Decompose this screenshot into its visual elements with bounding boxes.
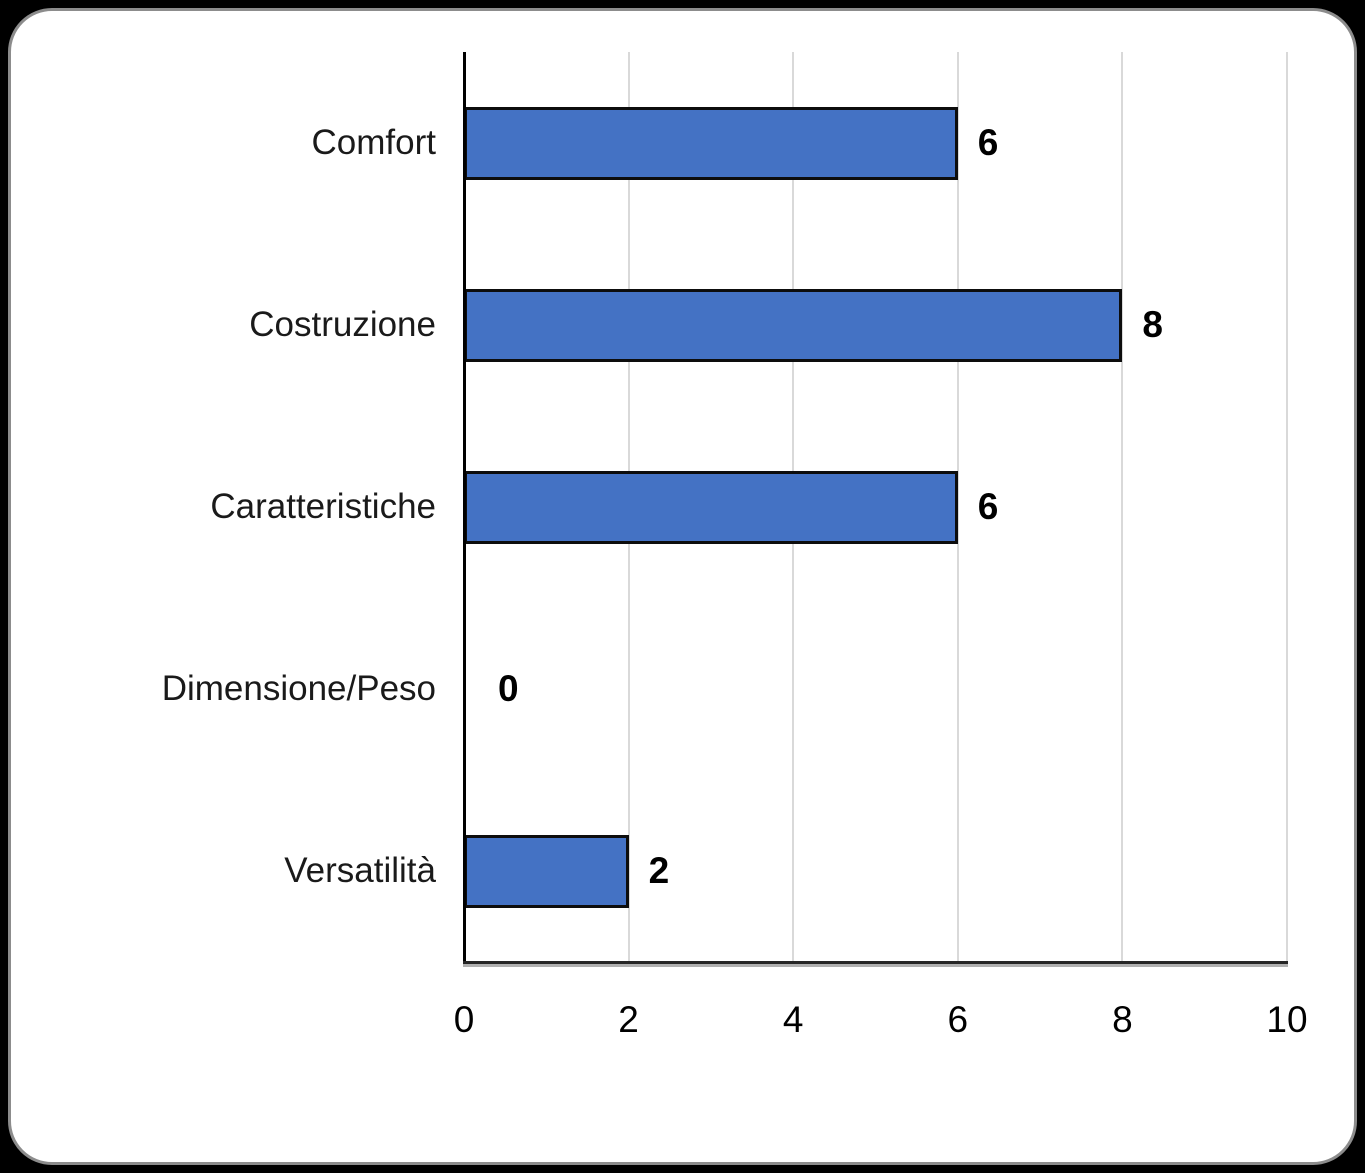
y-axis-line bbox=[463, 52, 466, 962]
x-tick-label-2: 2 bbox=[618, 999, 639, 1040]
gridline-x-6 bbox=[956, 52, 959, 962]
category-label-caratteristiche: Caratteristiche bbox=[210, 487, 436, 526]
x-tick-label-4: 4 bbox=[782, 999, 804, 1040]
x-tick-label-0: 0 bbox=[453, 999, 475, 1040]
value-label-versatilit-: 2 bbox=[648, 850, 670, 891]
bar-caratteristiche bbox=[464, 470, 958, 544]
x-tick-label-8: 8 bbox=[1112, 999, 1133, 1040]
category-label-comfort: Comfort bbox=[311, 123, 436, 162]
plot-area bbox=[463, 52, 1288, 964]
x-tick-label-6: 6 bbox=[947, 999, 969, 1040]
value-label-dimensione-peso: 0 bbox=[498, 668, 519, 709]
category-label-dimensione-peso: Dimensione/Peso bbox=[161, 669, 436, 708]
chart-card: Comfort Costruzione Caratteristiche Dimensi… bbox=[8, 8, 1357, 1165]
gridline-x-10 bbox=[1286, 52, 1288, 962]
value-label-costruzione: 8 bbox=[1142, 304, 1163, 345]
category-label-versatilit-: Versatilità bbox=[284, 851, 436, 890]
x-axis-line bbox=[463, 961, 1288, 964]
bar-costruzione bbox=[464, 288, 1123, 362]
x-tick-label-10: 10 bbox=[1266, 999, 1308, 1040]
bar-comfort bbox=[464, 106, 958, 180]
gridline-x-8 bbox=[1121, 52, 1124, 962]
value-label-comfort: 6 bbox=[977, 122, 999, 163]
category-label-costruzione: Costruzione bbox=[249, 305, 436, 344]
value-label-caratteristiche: 6 bbox=[977, 486, 999, 527]
bar-versatilit- bbox=[464, 834, 629, 908]
